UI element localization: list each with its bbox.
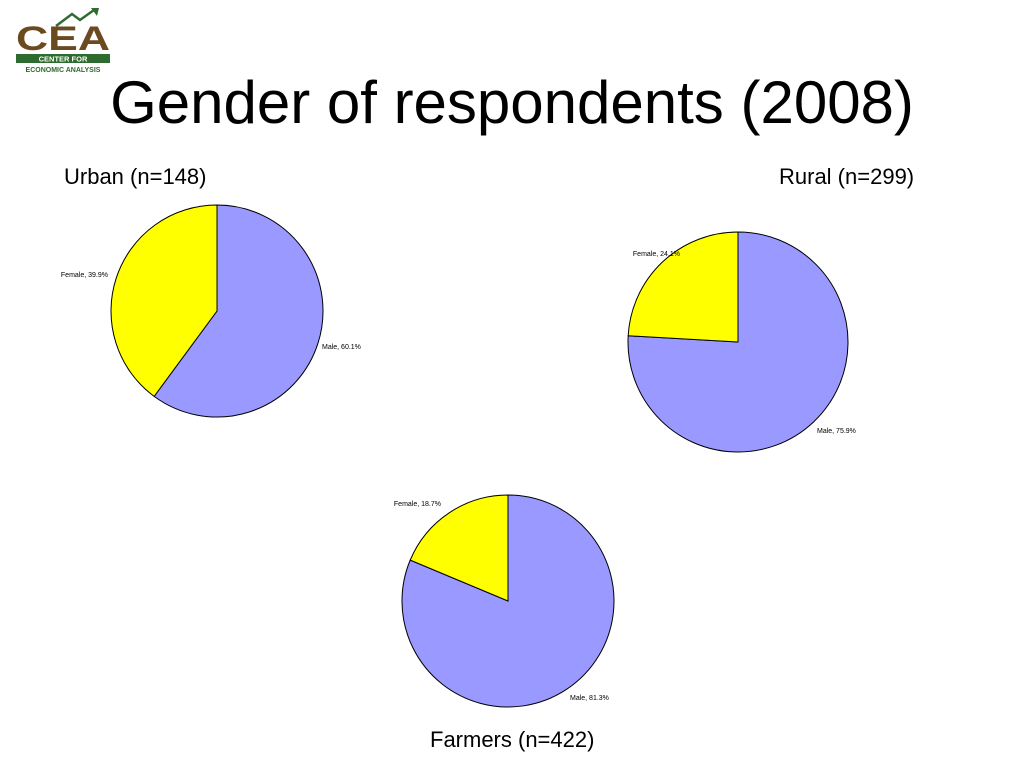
urban-female-slice [110, 204, 218, 398]
urban-male-label: Male, 60.1% [322, 344, 361, 351]
urban-chart-title: Urban (n=148) [64, 164, 207, 189]
logo-letters: CEA [16, 20, 110, 58]
farmers-male-slice [401, 494, 615, 708]
rural-female-label: Female, 24.1% [633, 251, 680, 258]
farmers-male-label: Male, 81.3% [570, 695, 609, 702]
rural-male-label: Male, 75.9% [817, 428, 856, 435]
farmers-female-label: Female, 18.7% [394, 501, 441, 508]
logo-arrow-icon [55, 8, 95, 27]
slide-title: Gender of respondents (2008) [110, 69, 914, 136]
farmers-female-slice [409, 494, 509, 602]
cea-logo: CEA CENTER FOR ECONOMIC ANALYSIS [16, 8, 110, 74]
urban-female-label: Female, 39.9% [61, 272, 108, 279]
farmers-chart-title: Farmers (n=422) [430, 727, 595, 752]
rural-chart-title: Rural (n=299) [779, 164, 915, 189]
logo-line2: ECONOMIC ANALYSIS [26, 67, 101, 74]
rural-female-slice [627, 231, 739, 343]
logo-line1: CENTER FOR [39, 55, 88, 64]
urban-male-slice [153, 204, 324, 418]
